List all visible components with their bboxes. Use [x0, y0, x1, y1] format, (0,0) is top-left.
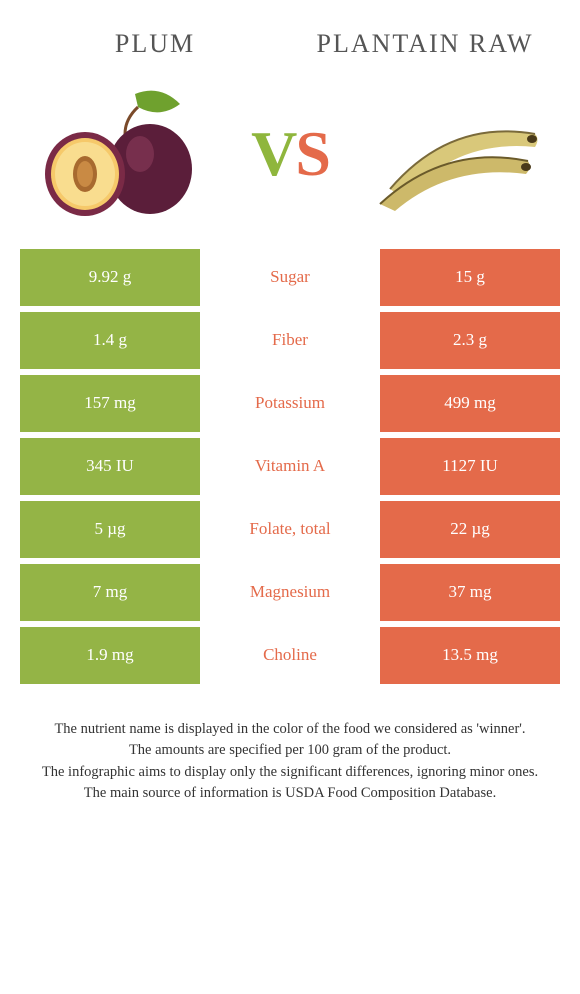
hero-row: VS [0, 69, 580, 249]
value-right: 22 µg [380, 501, 560, 558]
footnote-line: The nutrient name is displayed in the co… [18, 720, 562, 740]
table-row: 7 mgMagnesium37 mg [20, 564, 560, 621]
footnotes: The nutrient name is displayed in the co… [0, 690, 580, 804]
comparison-table: 9.92 gSugar15 g 1.4 gFiber2.3 g 157 mgPota… [0, 249, 580, 684]
table-row: 1.4 gFiber2.3 g [20, 312, 560, 369]
value-right: 15 g [380, 249, 560, 306]
nutrient-label: Potassium [200, 375, 380, 432]
value-left: 9.92 g [20, 249, 200, 306]
nutrient-label: Sugar [200, 249, 380, 306]
food-image-left [30, 79, 220, 229]
nutrient-label: Fiber [200, 312, 380, 369]
title-right: Plantain raw [290, 30, 560, 59]
footnote-line: The amounts are specified per 100 gram o… [18, 741, 562, 761]
vs-s: S [295, 118, 329, 189]
value-left: 1.4 g [20, 312, 200, 369]
footnote-line: The main source of information is USDA F… [18, 784, 562, 804]
value-left: 157 mg [20, 375, 200, 432]
value-left: 7 mg [20, 564, 200, 621]
nutrient-label: Vitamin A [200, 438, 380, 495]
value-right: 2.3 g [380, 312, 560, 369]
value-left: 5 µg [20, 501, 200, 558]
vs-v: V [251, 118, 295, 189]
nutrient-label: Folate, total [200, 501, 380, 558]
vs-label: VS [251, 117, 329, 191]
value-right: 37 mg [380, 564, 560, 621]
nutrient-label: Choline [200, 627, 380, 684]
nutrient-label: Magnesium [200, 564, 380, 621]
value-left: 345 IU [20, 438, 200, 495]
footnote-line: The infographic aims to display only the… [18, 763, 562, 783]
value-left: 1.9 mg [20, 627, 200, 684]
value-right: 499 mg [380, 375, 560, 432]
table-row: 345 IUVitamin A1127 IU [20, 438, 560, 495]
value-right: 1127 IU [380, 438, 560, 495]
value-right: 13.5 mg [380, 627, 560, 684]
header-titles: Plum Plantain raw [0, 0, 580, 69]
food-image-right [360, 79, 550, 229]
table-row: 5 µgFolate, total22 µg [20, 501, 560, 558]
table-row: 157 mgPotassium499 mg [20, 375, 560, 432]
table-row: 9.92 gSugar15 g [20, 249, 560, 306]
title-left: Plum [20, 30, 290, 59]
table-row: 1.9 mgCholine13.5 mg [20, 627, 560, 684]
